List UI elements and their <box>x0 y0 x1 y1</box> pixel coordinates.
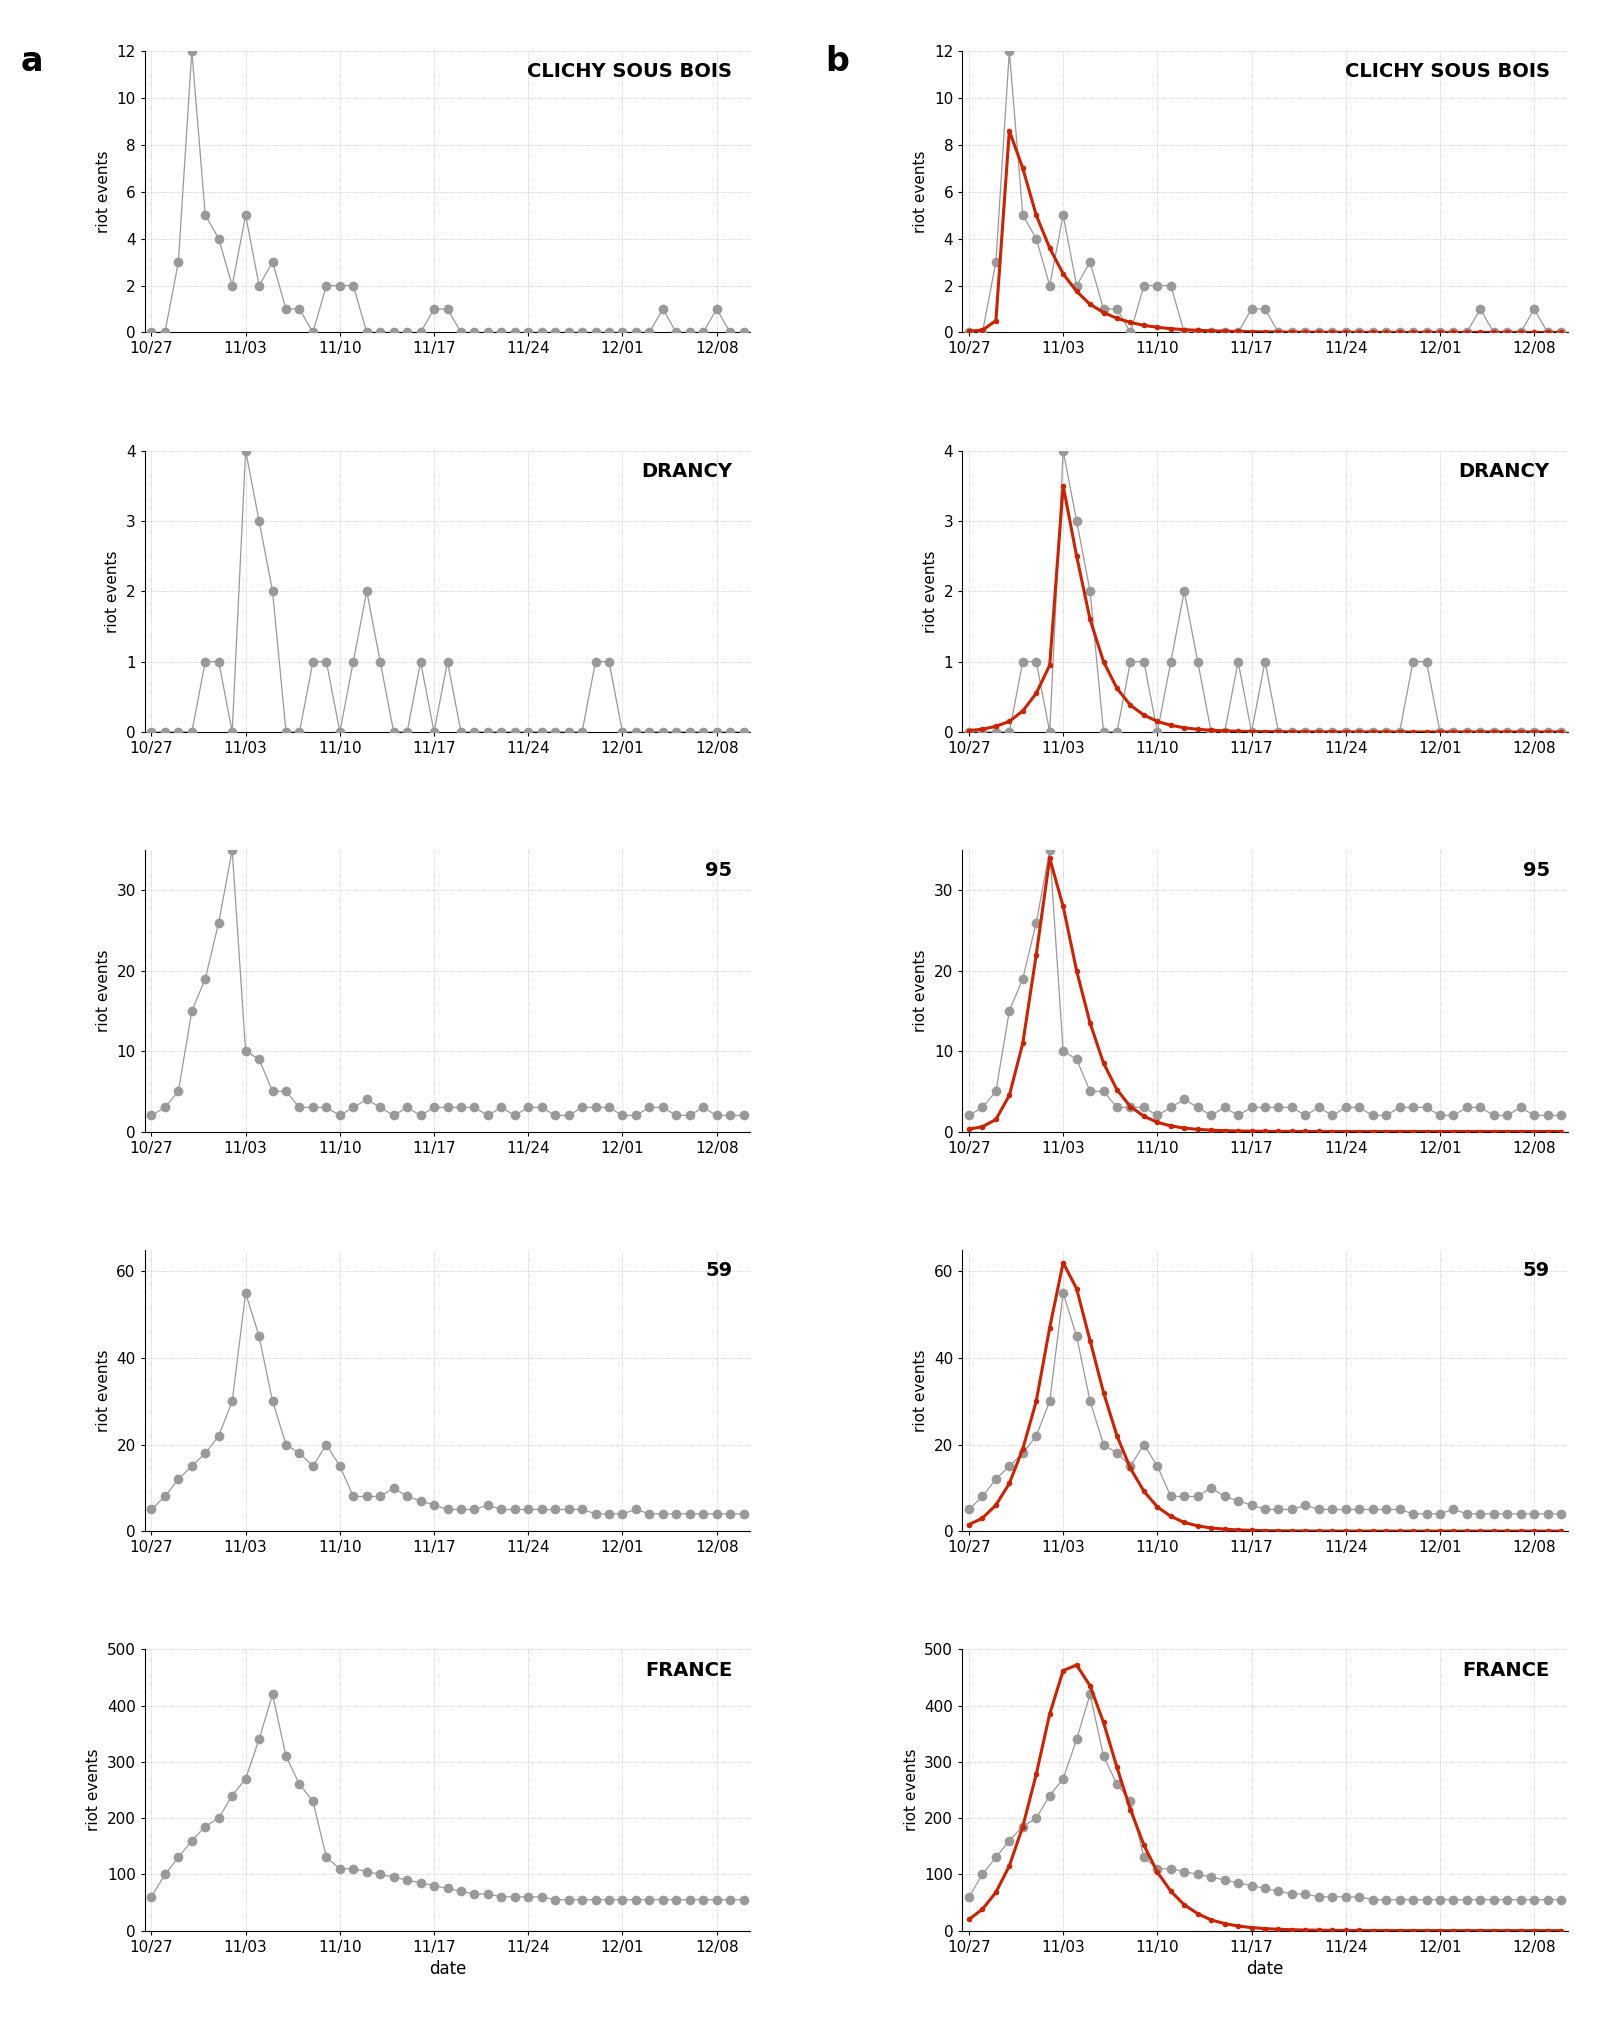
Y-axis label: riot events: riot events <box>96 151 111 233</box>
Y-axis label: riot events: riot events <box>87 1749 101 1831</box>
Text: 59: 59 <box>1522 1261 1549 1281</box>
Y-axis label: riot events: riot events <box>913 151 927 233</box>
Y-axis label: riot events: riot events <box>96 1348 111 1432</box>
Text: DRANCY: DRANCY <box>1458 462 1549 480</box>
Y-axis label: riot events: riot events <box>96 950 111 1032</box>
Y-axis label: riot events: riot events <box>922 550 937 633</box>
Text: 95: 95 <box>704 862 731 881</box>
Text: b: b <box>824 45 848 78</box>
Y-axis label: riot events: riot events <box>913 950 927 1032</box>
X-axis label: date: date <box>429 1959 466 1978</box>
Text: FRANCE: FRANCE <box>1461 1661 1549 1679</box>
Text: 95: 95 <box>1522 862 1549 881</box>
Text: CLICHY SOUS BOIS: CLICHY SOUS BOIS <box>527 63 731 82</box>
Y-axis label: riot events: riot events <box>106 550 121 633</box>
Text: 59: 59 <box>704 1261 731 1281</box>
Text: FRANCE: FRANCE <box>644 1661 731 1679</box>
Y-axis label: riot events: riot events <box>913 1348 927 1432</box>
Text: DRANCY: DRANCY <box>641 462 731 480</box>
X-axis label: date: date <box>1245 1959 1282 1978</box>
Y-axis label: riot events: riot events <box>903 1749 918 1831</box>
Text: a: a <box>21 45 43 78</box>
Text: CLICHY SOUS BOIS: CLICHY SOUS BOIS <box>1343 63 1549 82</box>
